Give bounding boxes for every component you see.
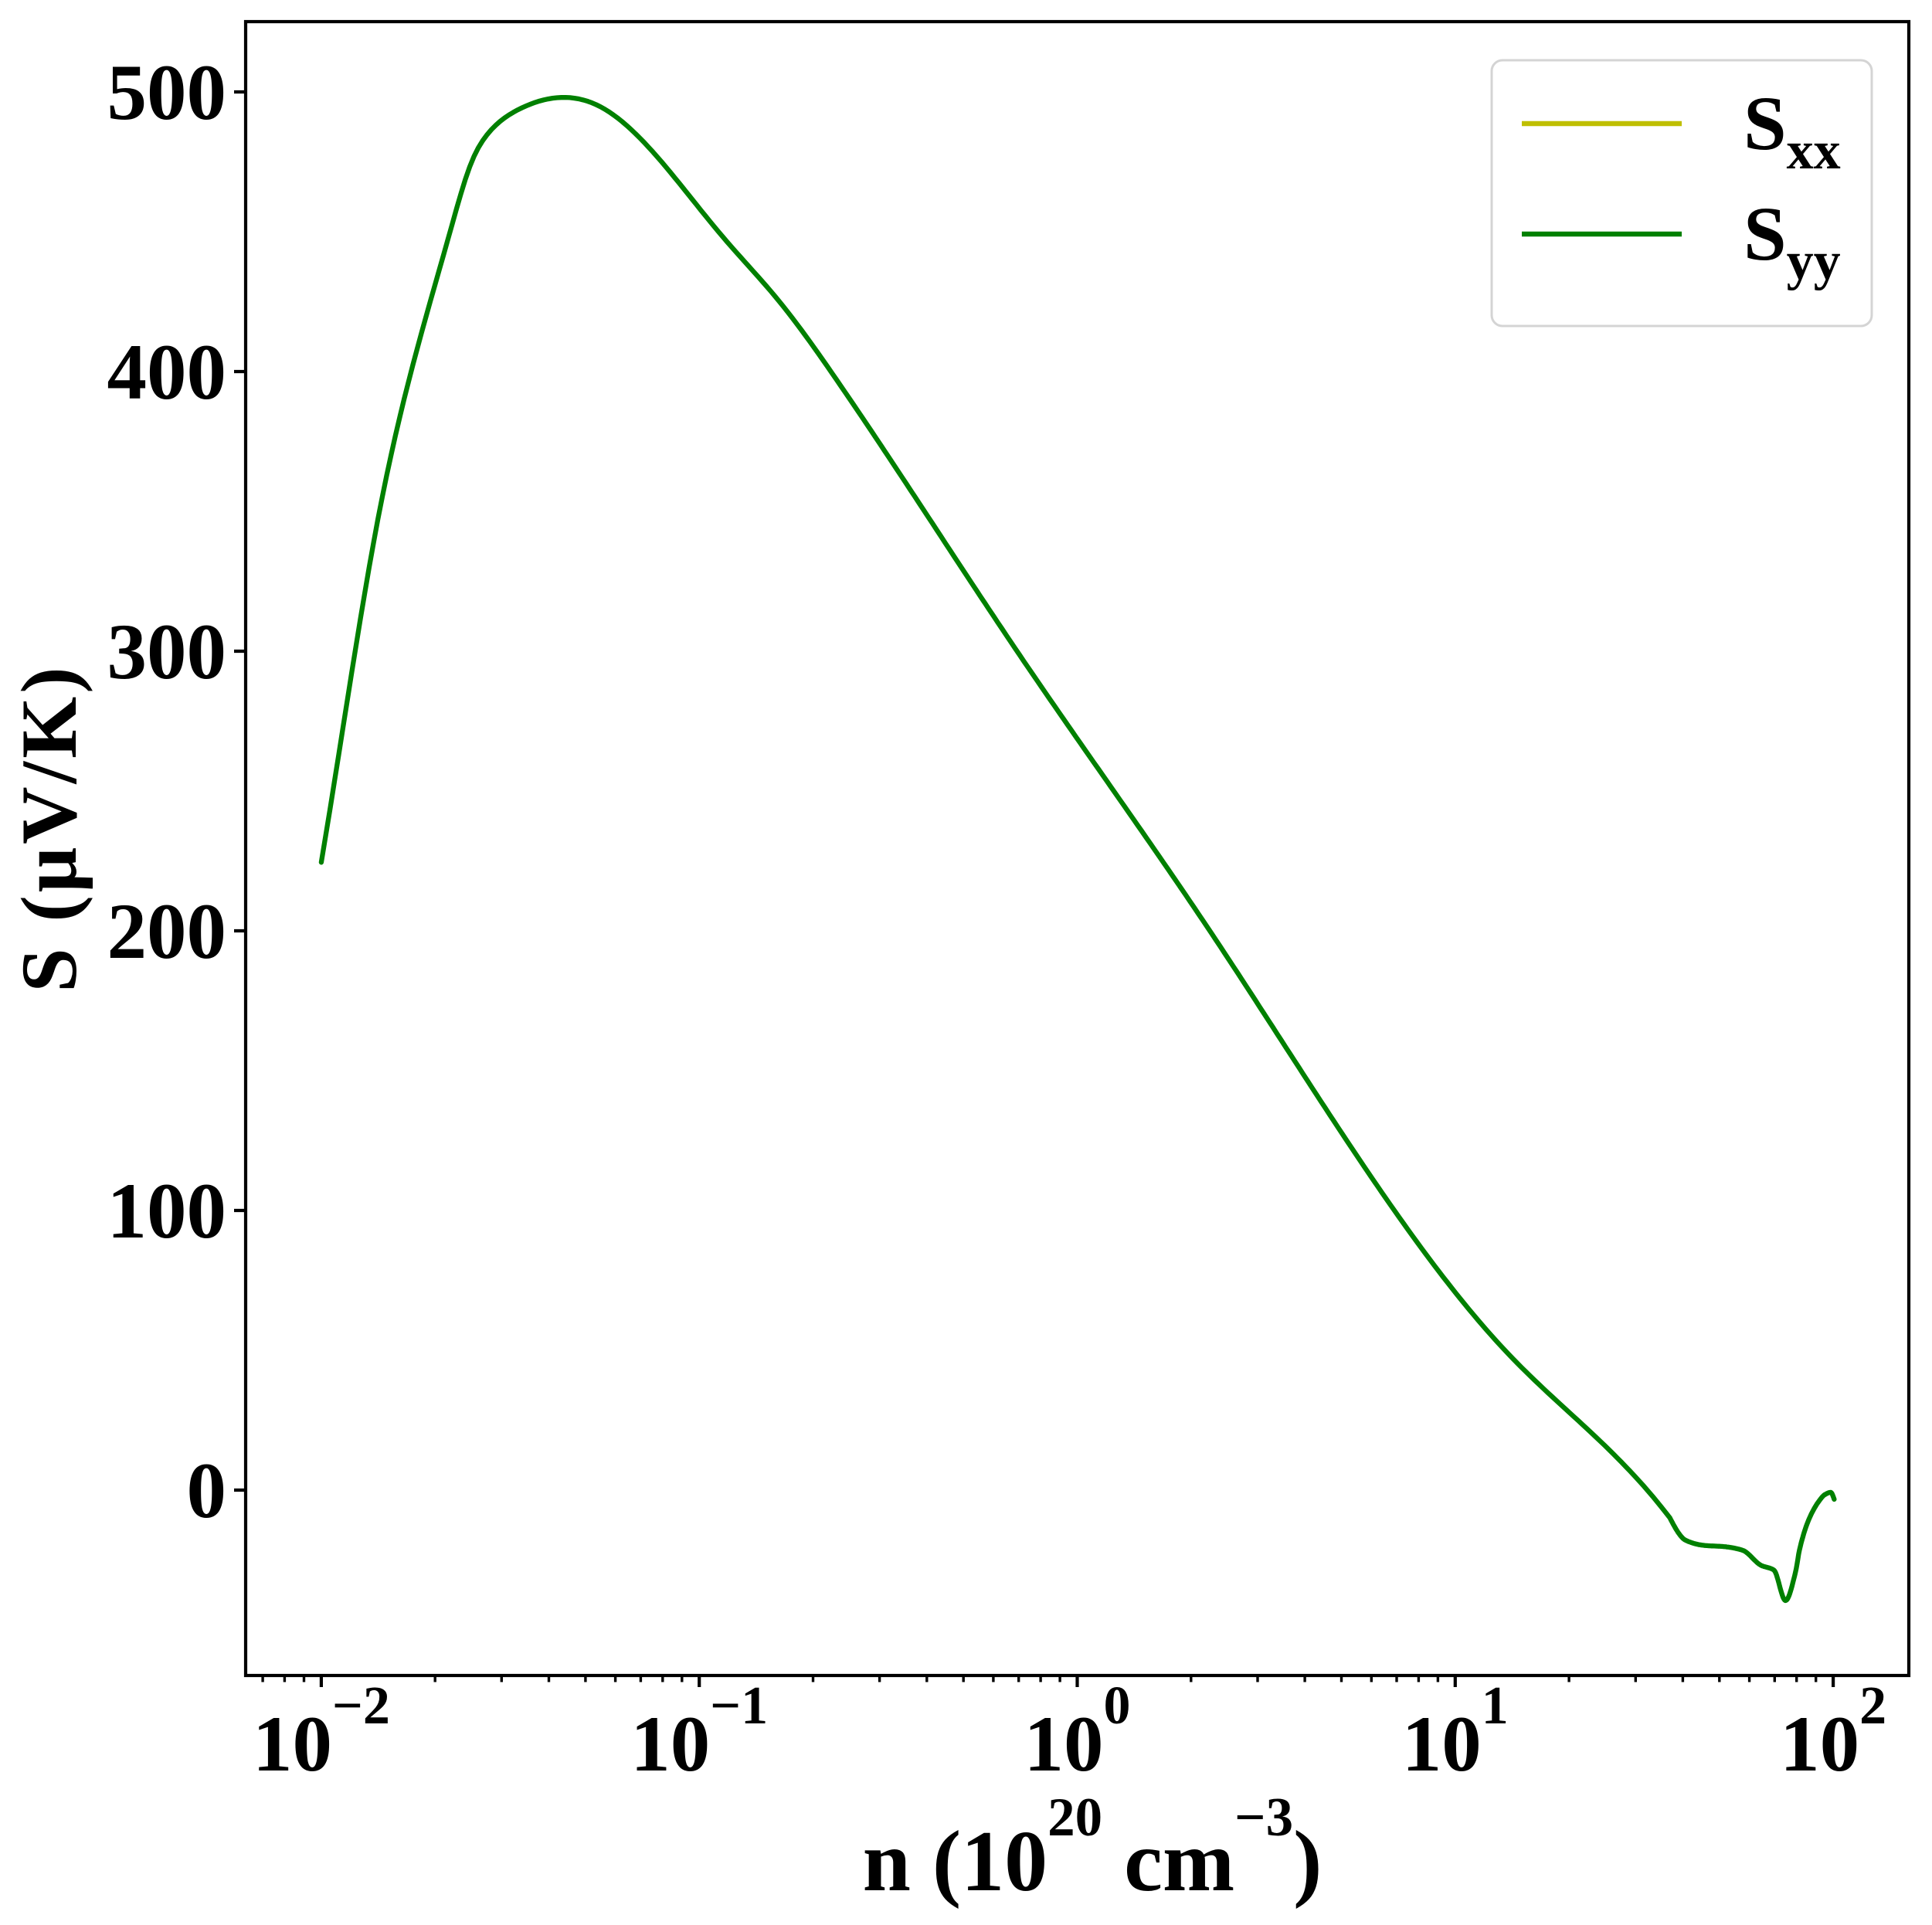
svg-text:0: 0 xyxy=(187,1447,227,1535)
svg-text:400: 400 xyxy=(107,328,227,416)
svg-text:500: 500 xyxy=(107,49,227,137)
svg-text:S (μV/K): S (μV/K) xyxy=(5,664,93,992)
svg-text:100: 100 xyxy=(107,1167,227,1255)
svg-text:300: 300 xyxy=(107,608,227,696)
svg-text:200: 200 xyxy=(107,888,227,976)
